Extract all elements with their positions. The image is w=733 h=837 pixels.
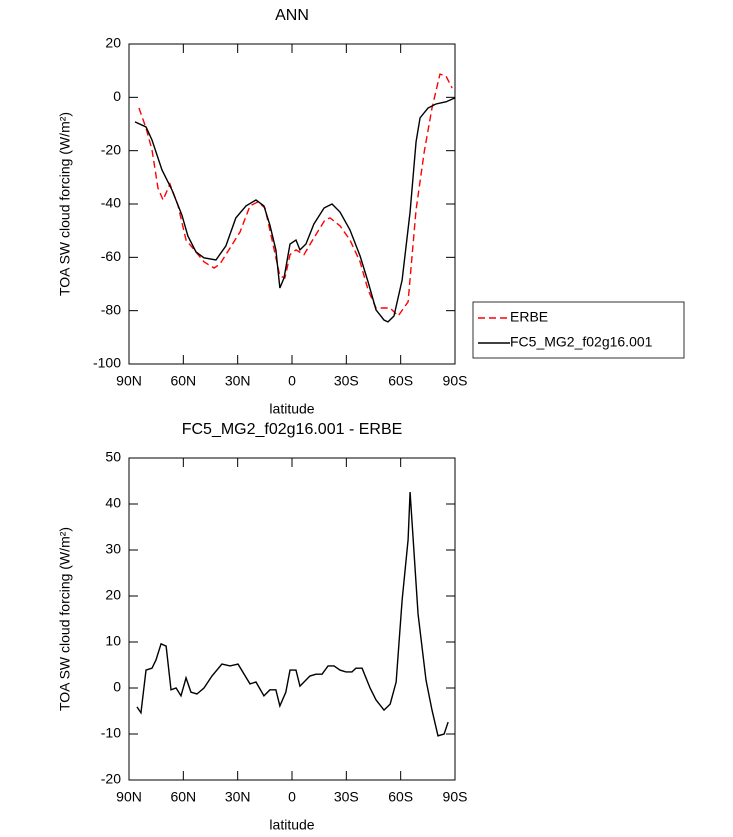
y-tick-label: 20: [105, 587, 121, 603]
y-axis-label: TOA SW cloud forcing (W/m²): [57, 112, 73, 296]
x-tick-label: 90S: [443, 789, 468, 805]
x-tick-label: 30N: [225, 789, 251, 805]
x-tick-label: 90S: [443, 373, 468, 389]
y-tick-label: -100: [93, 355, 121, 371]
x-tick-label: 60S: [388, 789, 413, 805]
x-axis-label: latitude: [269, 817, 314, 833]
legend-box: [472, 301, 685, 359]
y-tick-label: 40: [105, 495, 121, 511]
plot-frame: [128, 43, 456, 365]
y-tick-label: 50: [105, 449, 121, 465]
y-tick-label: 0: [113, 88, 121, 104]
x-axis-label: latitude: [269, 401, 314, 417]
x-tick-label: 30S: [334, 789, 359, 805]
x-tick-label: 60S: [388, 373, 413, 389]
y-tick-label: -20: [101, 141, 121, 157]
x-tick-label: 0: [288, 789, 296, 805]
x-tick-label: 30N: [225, 373, 251, 389]
y-tick-label: -20: [101, 771, 121, 787]
x-tick-label: 60N: [170, 373, 196, 389]
y-tick-label: 0: [113, 679, 121, 695]
x-tick-label: 0: [288, 373, 296, 389]
x-tick-label: 60N: [170, 789, 196, 805]
plot-frame: [128, 457, 456, 781]
x-tick-label: 90N: [116, 373, 142, 389]
y-tick-label: 10: [105, 633, 121, 649]
x-tick-label: 90N: [116, 789, 142, 805]
data-line: [136, 491, 449, 737]
chart-title: ANN: [275, 7, 309, 24]
y-tick-label: -80: [101, 301, 121, 317]
y-tick-label: -10: [101, 725, 121, 741]
y-tick-label: -60: [101, 248, 121, 264]
legend-label: ERBE: [510, 309, 548, 325]
data-line: [134, 97, 456, 323]
y-tick-label: 30: [105, 541, 121, 557]
legend-label: FC5_MG2_f02g16.001: [510, 334, 653, 350]
y-tick-label: -40: [101, 195, 121, 211]
y-tick-label: 20: [105, 35, 121, 51]
chart-title: FC5_MG2_f02g16.001 - ERBE: [182, 421, 403, 438]
x-tick-label: 30S: [334, 373, 359, 389]
data-line: [138, 73, 453, 318]
y-axis-label: TOA SW cloud forcing (W/m²): [57, 527, 73, 711]
